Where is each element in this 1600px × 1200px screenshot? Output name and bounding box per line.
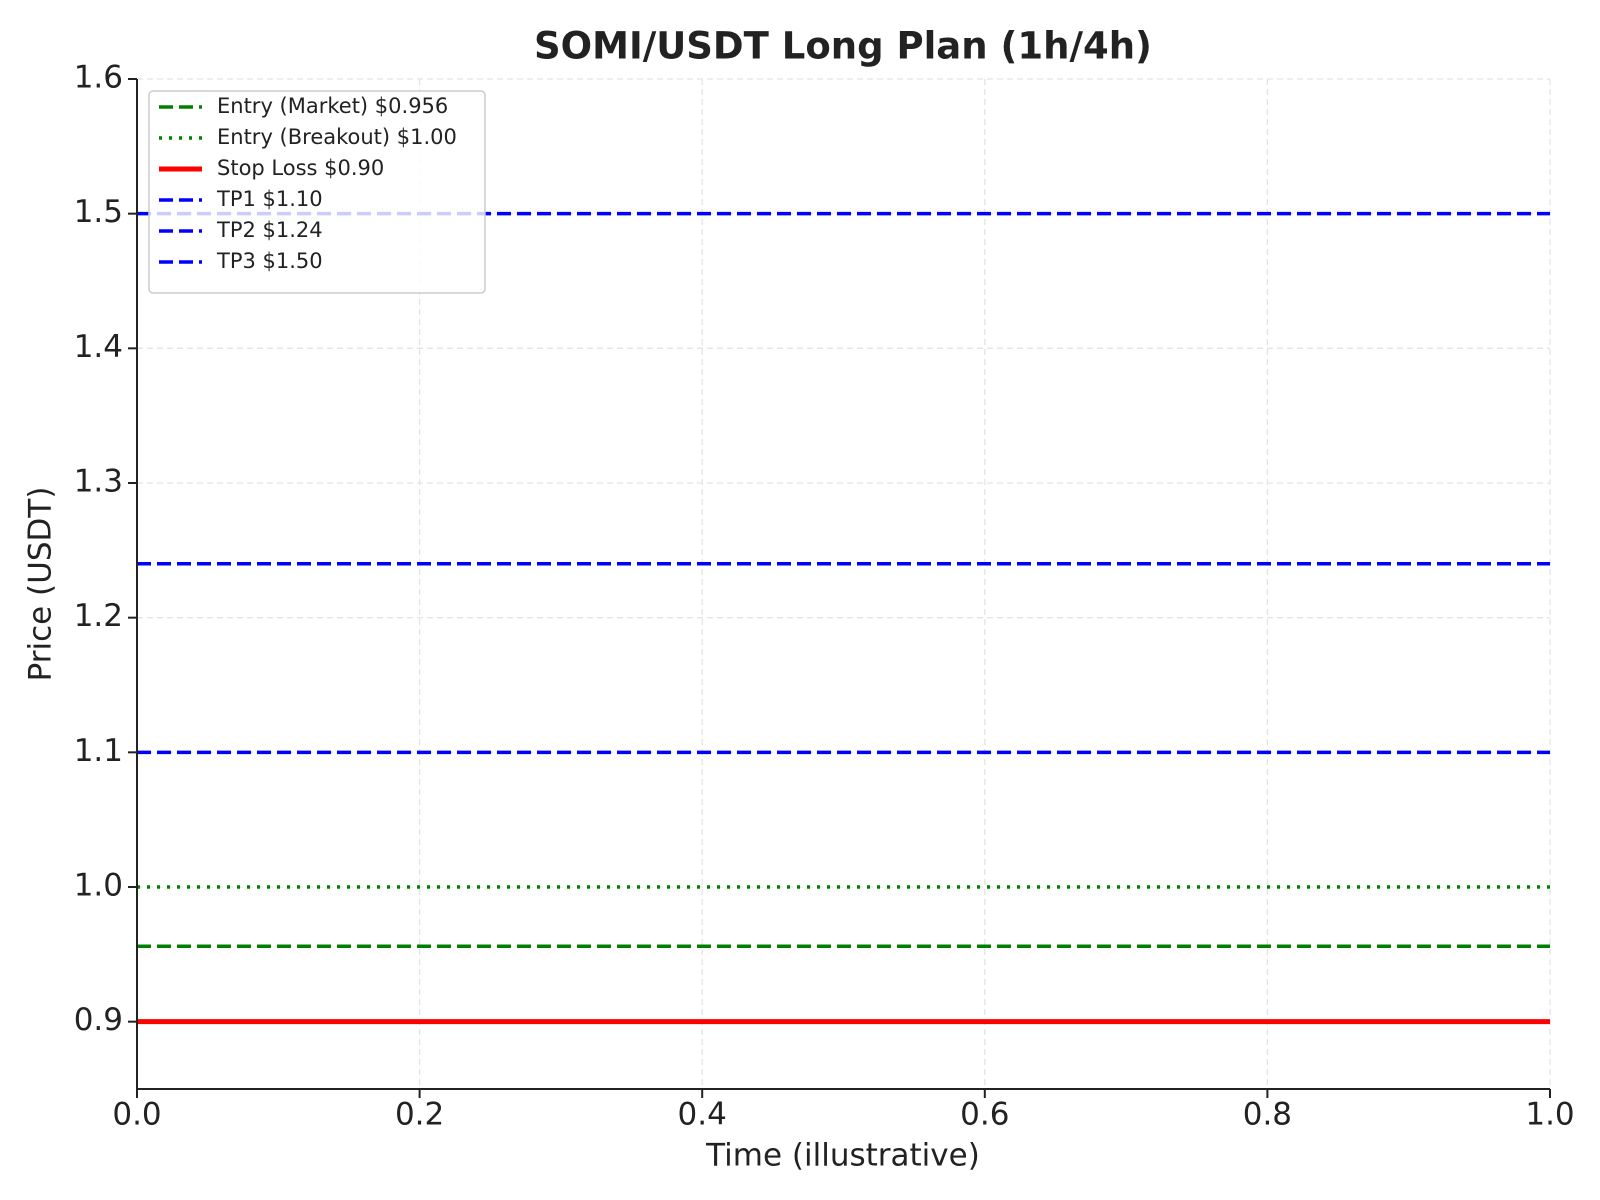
legend-label: TP2 $1.24 [216,218,323,242]
legend-box [148,90,486,294]
x-tick-label: 0.0 [112,1097,161,1133]
y-tick-label: 1.1 [74,733,123,769]
legend-label: Stop Loss $0.90 [217,156,384,180]
chart-title: SOMI/USDT Long Plan (1h/4h) [534,25,1152,68]
y-tick-label: 1.3 [74,464,123,500]
x-axis-label: Time (illustrative) [705,1138,980,1174]
y-tick-label: 0.9 [74,1002,123,1038]
x-tick-label: 0.4 [678,1097,727,1133]
y-axis-label: Price (USDT) [23,487,59,682]
x-tick-label: 0.6 [960,1097,1009,1133]
y-tick-label: 1.6 [74,60,123,96]
y-tick-label: 1.5 [74,194,123,230]
y-tick-label: 1.0 [74,868,123,904]
x-tick-label: 0.2 [395,1097,444,1133]
x-tick-label: 1.0 [1525,1097,1574,1133]
legend: Entry (Market) $0.956 Entry (Breakout) $1… [148,90,486,294]
y-tick-label: 1.4 [74,329,123,365]
legend-label: Entry (Breakout) $1.00 [217,125,457,149]
legend-label: TP1 $1.10 [216,187,323,211]
x-tick-label: 0.8 [1243,1097,1292,1133]
y-tick-label: 1.2 [74,598,123,634]
legend-label: Entry (Market) $0.956 [217,94,448,118]
legend-label: TP3 $1.50 [216,249,323,273]
